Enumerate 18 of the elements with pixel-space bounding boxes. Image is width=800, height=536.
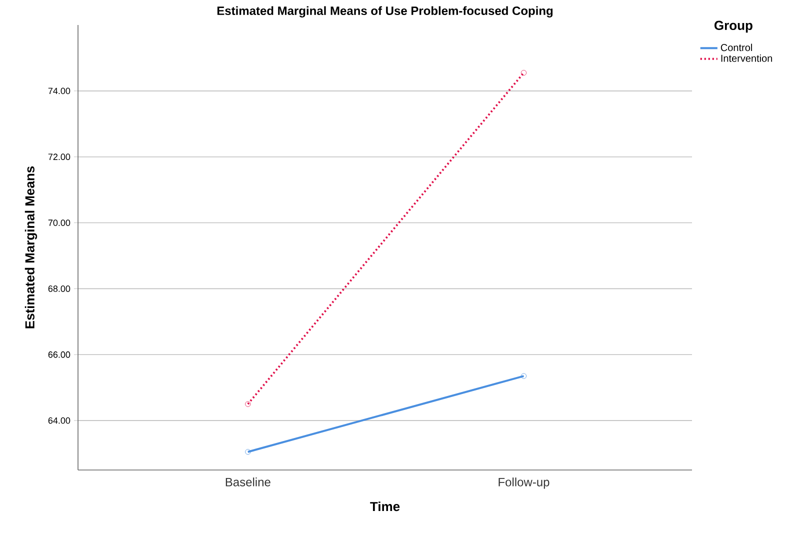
x-tick-label: Follow-up (498, 478, 550, 489)
y-tick-label: 66.00 (48, 351, 70, 358)
y-axis-title: Estimated Marginal Means (24, 166, 38, 328)
x-axis-title: Time (370, 502, 400, 512)
y-tick-label: 64.00 (48, 417, 70, 424)
legend-title: Group (714, 20, 752, 33)
point (520, 70, 527, 76)
legend-label: Intervention (721, 54, 772, 62)
y-tick-label: 70.00 (48, 220, 70, 226)
point (245, 401, 251, 407)
chart-title: Estimated Marginal Means of Use Problem-focused Coping (217, 6, 553, 18)
y-tick-label: 74.00 (48, 88, 70, 94)
y-tick-label: 68.00 (48, 286, 70, 292)
y-tick-label: 72.00 (48, 154, 70, 160)
point (245, 449, 251, 455)
legend-label: Control (720, 44, 752, 52)
x-tick-label: Baseline (226, 478, 270, 486)
point (520, 373, 527, 379)
